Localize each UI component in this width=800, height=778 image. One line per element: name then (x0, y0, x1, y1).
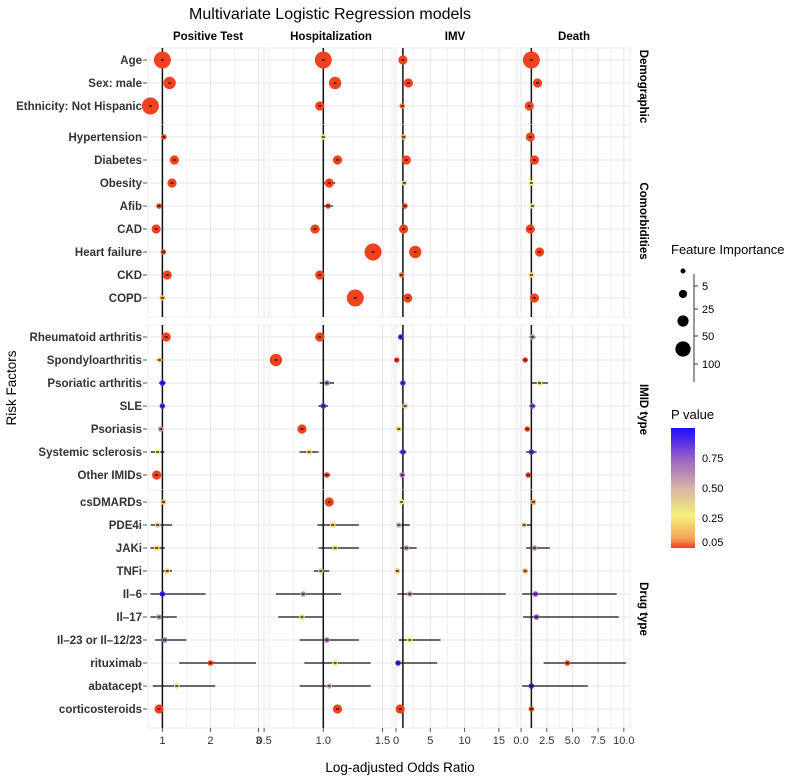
x-tick-label: 2 (207, 735, 213, 747)
row-label: Systemic sclerosis (38, 447, 142, 459)
row-label: Spondyloarthritis (47, 355, 142, 367)
row-label: Il–6 (123, 589, 142, 601)
y-axis-label: Risk Factors (4, 350, 19, 425)
p-value-legend: P value 0.75 0.50 0.25 0.05 (671, 407, 723, 549)
x-tick-label: 1.5 (375, 735, 390, 747)
group-strip (632, 48, 652, 125)
column-label: Positive Test (173, 31, 243, 43)
row-label: Rheumatoid arthritis (30, 332, 142, 344)
row-label: Obesity (100, 178, 143, 190)
panel (517, 489, 631, 729)
group-label: Drug type (637, 582, 649, 636)
row-label: Other IMIDs (77, 470, 142, 482)
row-label: Hypertension (69, 132, 143, 144)
row-label: Psoriasis (91, 424, 142, 436)
row-label: abatacept (88, 681, 142, 693)
panel-grid (147, 47, 631, 729)
row-label: CKD (117, 270, 142, 282)
group-label: Demographic (637, 50, 649, 124)
row-label: Afib (120, 201, 142, 213)
size-legend-dot (675, 341, 691, 357)
row-label: csDMARDs (80, 497, 142, 509)
row-label: COPD (109, 293, 142, 305)
size-legend-dot (677, 315, 689, 327)
x-tick-label: 1.0 (316, 735, 331, 747)
data-marks (141, 51, 626, 714)
panel (269, 489, 393, 729)
row-label: Il–23 or Il–12/23 (57, 635, 142, 647)
x-tick-label: 5 (427, 735, 433, 747)
p-value-legend-title: P value (671, 407, 714, 422)
size-legend-dot (680, 268, 686, 274)
group-strip (632, 325, 652, 494)
x-tick-label: 10 (458, 735, 470, 747)
x-tick-label: 0.5 (256, 735, 271, 747)
x-tick-labels: 1 2 30.5 1.0 1.5 0 5 10 15 0.0 2.5 5.0 7.5 10.0 (159, 728, 635, 747)
row-label: SLE (120, 401, 143, 413)
row-label: TNFi (116, 566, 142, 578)
row-label: Diabetes (94, 155, 142, 167)
size-legend-label: 100 (702, 359, 720, 371)
x-tick-label: 7.5 (590, 735, 605, 747)
row-label: Age (120, 55, 142, 67)
panel (147, 489, 269, 729)
group-strip (632, 125, 652, 317)
p-value-legend-label: 0.50 (702, 483, 723, 495)
group-label: IMID type (637, 384, 649, 435)
column-label: IMV (445, 31, 466, 43)
group-label: Comorbidities (637, 182, 649, 259)
row-labels: Age Sex: male Ethnicity: Not Hispanic Hyper… (16, 55, 147, 716)
size-legend-label: 50 (702, 331, 714, 343)
size-legend-label: 5 (702, 281, 708, 293)
column-labels: Positive Test Hospitalization IMV Death (173, 31, 590, 43)
row-label: Sex: male (88, 78, 142, 90)
x-tick-label: 10.0 (613, 735, 634, 747)
row-label: JAKi (116, 543, 142, 555)
group-labels: Demographic Comorbidities IMID type Drug ty… (632, 48, 652, 728)
p-value-colorbar (671, 428, 695, 548)
row-label: corticosteroids (59, 704, 142, 716)
x-tick-label: 0.0 (513, 735, 528, 747)
panel (393, 47, 517, 126)
x-tick-label: 0 (393, 735, 399, 747)
panel (147, 324, 269, 495)
panel (269, 324, 393, 495)
row-label: Ethnicity: Not Hispanic (16, 101, 142, 113)
x-axis-label: Log-adjusted Odds Ratio (325, 760, 474, 775)
column-label: Hospitalization (290, 31, 372, 43)
chart-title: Multivariate Logistic Regression models (189, 6, 471, 23)
x-tick-label: 5.0 (565, 735, 580, 747)
size-legend-title: Feature Importance (671, 242, 784, 257)
row-label: Heart failure (75, 247, 142, 259)
row-label: PDE4i (109, 520, 142, 532)
panel (393, 489, 517, 729)
group-strip (632, 490, 652, 728)
panel (517, 324, 631, 495)
size-legend-dot (678, 289, 688, 299)
x-tick-label: 2.5 (539, 735, 554, 747)
panel (147, 124, 269, 318)
column-label: Death (558, 31, 590, 43)
size-legend-label: 25 (702, 304, 714, 316)
row-label: Il–17 (116, 612, 142, 624)
p-value-legend-label: 0.25 (702, 513, 723, 525)
panel (393, 324, 517, 495)
p-value-legend-label: 0.75 (702, 453, 723, 465)
p-value-legend-label: 0.05 (702, 537, 723, 549)
row-label: rituximab (90, 658, 142, 670)
panel (393, 124, 517, 318)
panel (269, 124, 393, 318)
size-legend: Feature Importance 5 25 50 100 (671, 242, 784, 382)
panel (517, 124, 631, 318)
row-label: CAD (117, 224, 142, 236)
x-tick-label: 3 (255, 735, 261, 747)
x-tick-label: 15 (493, 735, 505, 747)
row-label: Psoriatic arthritis (47, 378, 142, 390)
x-tick-label: 1 (159, 735, 165, 747)
